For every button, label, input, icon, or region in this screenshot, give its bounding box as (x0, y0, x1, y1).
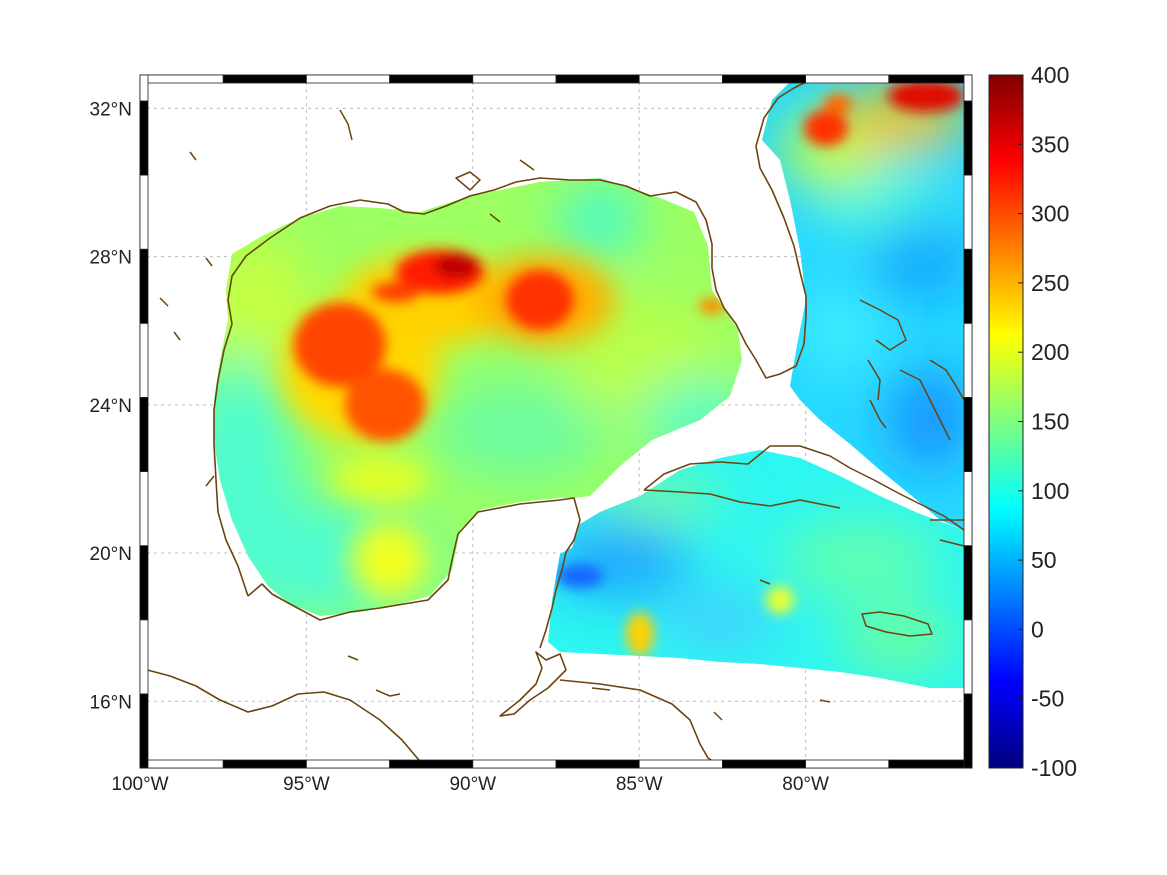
coastlines (139, 75, 965, 767)
frame-seg-left (139, 619, 149, 695)
frame-seg-right (963, 397, 973, 472)
frame-seg-top (472, 74, 557, 84)
frame-seg-bottom (222, 759, 307, 769)
coastline-central-america (139, 667, 425, 767)
frame-seg-top (888, 74, 973, 84)
coastline-bahamas (859, 299, 951, 441)
frame-seg-bottom (555, 759, 640, 769)
frame-seg-right (963, 100, 973, 176)
colorbar-tick-label-8: 0 (1031, 616, 1044, 642)
frame-seg-right (963, 619, 973, 695)
colorbar (988, 74, 1024, 769)
frame-seg-top (638, 74, 723, 84)
frame-seg-left (139, 545, 149, 621)
colorbar-tick-label-7: 50 (1031, 547, 1057, 573)
colorbar-tick-label-5: 150 (1031, 409, 1069, 435)
frame-seg-right (963, 471, 973, 547)
lat-tick-labels: 16°N 20°N 24°N 28°N 32°N (90, 99, 132, 713)
coastline-cuba (643, 445, 965, 531)
frame-seg-left (139, 693, 149, 769)
frame-seg-top (805, 74, 890, 84)
colorbar-tick-labels: 400 350 300 250 200 150 100 50 0 -50 -100 (1018, 62, 1077, 781)
frame-seg-left (139, 74, 149, 102)
colorbar-tick-label-1: 350 (1031, 131, 1069, 157)
colorbar-tick-label-3: 250 (1031, 270, 1069, 296)
frame-seg-bottom (888, 759, 973, 769)
frame-seg-left (139, 397, 149, 472)
frame-seg-top (222, 74, 307, 84)
frame-seg-bottom (472, 759, 557, 769)
lon-tick-labels: 100°W 95°W 90°W 85°W 80°W (111, 774, 829, 795)
frame-seg-left (139, 248, 149, 324)
lon-tick-label-3: 85°W (616, 774, 663, 795)
frame-seg-top (389, 74, 474, 84)
coastline-jamaica (861, 611, 933, 637)
colorbar-tick-label-0: 400 (1031, 62, 1069, 88)
colorbar-tick-label-6: 100 (1031, 478, 1069, 504)
frame-seg-top (139, 74, 224, 84)
coastline-hispaniola (930, 519, 965, 547)
lon-tick-label-0: 100°W (111, 774, 168, 795)
colorbar-tick-label-10: -100 (1031, 755, 1077, 781)
lon-tick-label-2: 90°W (449, 774, 496, 795)
lat-tick-label-1: 20°N (90, 544, 132, 565)
colorbar-tick-label-9: -50 (1031, 686, 1064, 712)
frame-seg-left (139, 174, 149, 250)
frame-seg-right (963, 74, 973, 102)
lon-tick-label-1: 95°W (283, 774, 330, 795)
frame-seg-bottom (389, 759, 474, 769)
frame-seg-bottom (139, 759, 224, 769)
frame-seg-top (555, 74, 640, 84)
lat-tick-label-3: 28°N (90, 248, 132, 269)
frame-seg-right (963, 248, 973, 324)
colorbar-tick-label-4: 200 (1031, 339, 1069, 365)
lat-tick-label-2: 24°N (90, 396, 132, 417)
lat-tick-label-0: 16°N (90, 692, 132, 713)
axes-frame (139, 74, 973, 769)
frame-seg-right (963, 693, 973, 769)
frame-seg-left (139, 322, 149, 398)
frame-seg-bottom (305, 759, 390, 769)
frame-seg-right (963, 322, 973, 398)
frame-seg-bottom (722, 759, 807, 769)
frame-seg-right (963, 545, 973, 621)
frame-seg-top (305, 74, 390, 84)
frame-seg-right (963, 174, 973, 250)
coastline-gulf-us (247, 497, 581, 649)
lon-tick-label-4: 80°W (782, 774, 829, 795)
colorbar-tick-label-2: 300 (1031, 201, 1069, 227)
frame-seg-bottom (638, 759, 723, 769)
frame-seg-left (139, 100, 149, 176)
lat-tick-label-4: 32°N (90, 99, 132, 120)
frame-seg-left (139, 471, 149, 547)
frame-seg-top (722, 74, 807, 84)
frame-seg-bottom (805, 759, 890, 769)
